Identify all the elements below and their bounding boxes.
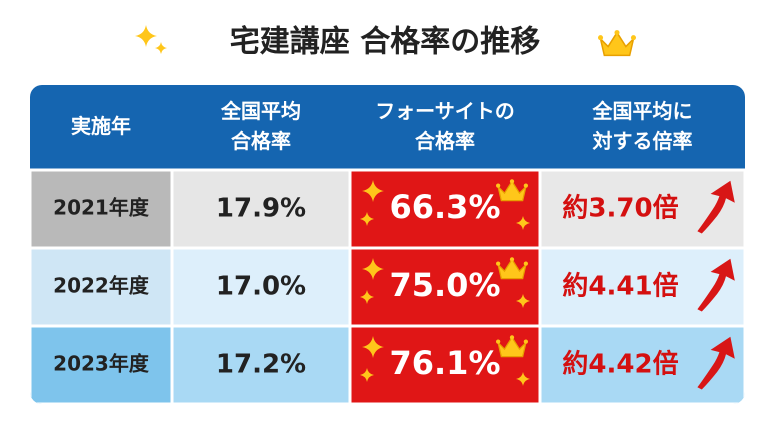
header-cell: フォーサイトの bbox=[375, 99, 515, 123]
foresight-rate: 76.1% bbox=[389, 344, 500, 382]
header-bg bbox=[30, 85, 745, 170]
year-cell: 2023年度 bbox=[53, 352, 150, 376]
crown bbox=[598, 29, 636, 57]
national-rate: 17.9% bbox=[216, 194, 306, 224]
sparkle bbox=[155, 42, 167, 54]
header-cell: 実施年 bbox=[71, 114, 131, 138]
foresight-rate: 75.0% bbox=[389, 266, 500, 304]
national-rate: 17.0% bbox=[216, 272, 306, 302]
header-cell: 対する倍率 bbox=[592, 129, 693, 153]
cell-bg bbox=[30, 246, 174, 328]
year-cell: 2022年度 bbox=[53, 274, 150, 298]
header-cell: 合格率 bbox=[231, 129, 291, 153]
cell-bg bbox=[538, 324, 745, 404]
ratio: 約3.70倍 bbox=[562, 193, 678, 224]
ratio: 約4.42倍 bbox=[562, 349, 678, 380]
ratio: 約4.41倍 bbox=[562, 271, 678, 302]
header-cell: 全国平均 bbox=[220, 99, 301, 123]
cell-bg bbox=[170, 324, 352, 404]
cell-bg bbox=[348, 246, 542, 328]
header-cell: 全国平均に bbox=[592, 99, 693, 123]
national-rate: 17.2% bbox=[216, 350, 306, 380]
header-cell: 合格率 bbox=[415, 129, 475, 153]
year-cell: 2021年度 bbox=[53, 196, 150, 220]
sparkle bbox=[135, 25, 157, 47]
title: 宅建講座 合格率の推移 bbox=[230, 25, 540, 60]
foresight-rate: 66.3% bbox=[389, 188, 500, 226]
cell-bg bbox=[538, 246, 745, 328]
cell-bg bbox=[170, 168, 352, 250]
